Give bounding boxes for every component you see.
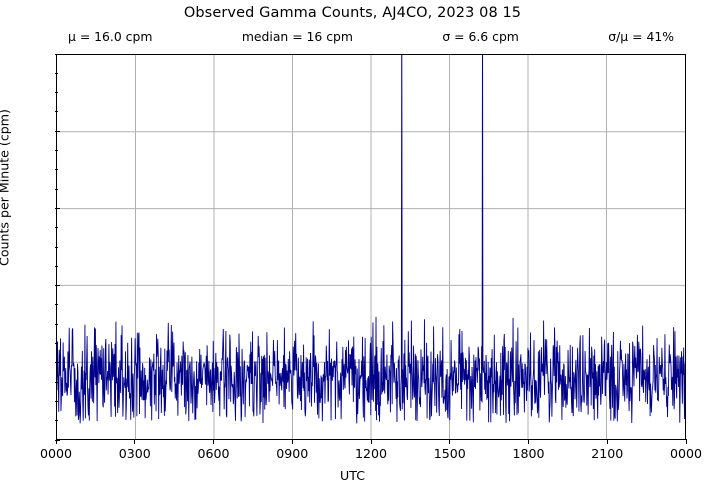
x-tick-label: 2100 — [591, 446, 624, 461]
stat-relative-sigma: σ/μ = 41% — [608, 29, 674, 44]
x-tick-label: 1800 — [512, 446, 545, 461]
stat-median: median = 16 cpm — [241, 29, 353, 44]
x-tick-label: 0000 — [39, 446, 73, 461]
gamma-counts-series — [57, 55, 685, 424]
y-axis-label: Counts per Minute (cpm) — [0, 109, 12, 266]
plot-area — [56, 54, 686, 440]
x-tick-label: 0900 — [276, 446, 309, 461]
stat-mean: μ = 16.0 cpm — [68, 29, 153, 44]
stat-sigma: σ = 6.6 cpm — [442, 29, 519, 44]
chart-statistics-subtitle: μ = 16.0 cpm median = 16 cpm σ = 6.6 cpm… — [56, 29, 686, 44]
chart-title: Observed Gamma Counts, AJ4CO, 2023 08 15 — [183, 5, 522, 21]
x-axis-label: UTC — [340, 468, 365, 483]
x-tick-label: 0000 — [669, 446, 703, 461]
x-tick-label: 1200 — [354, 446, 388, 461]
x-tick-label: 1500 — [433, 446, 466, 461]
x-tick-label: 0600 — [197, 446, 230, 461]
x-tick-label: 0300 — [118, 446, 151, 461]
